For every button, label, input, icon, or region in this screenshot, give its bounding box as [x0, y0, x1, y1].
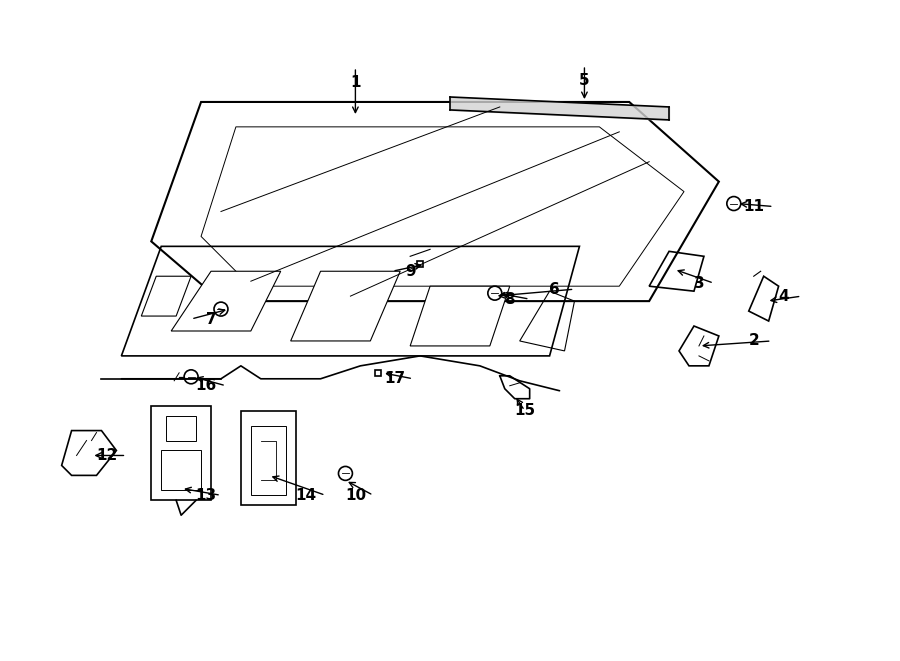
Polygon shape [291, 271, 400, 341]
Text: 12: 12 [95, 448, 117, 463]
Text: 14: 14 [295, 488, 316, 503]
Polygon shape [166, 416, 196, 440]
Text: 7: 7 [206, 311, 216, 327]
Polygon shape [410, 286, 509, 346]
Text: 5: 5 [579, 73, 590, 87]
Text: 13: 13 [195, 488, 217, 503]
Text: 4: 4 [778, 289, 789, 303]
Text: 8: 8 [504, 292, 515, 307]
Polygon shape [171, 271, 281, 331]
Text: 6: 6 [549, 282, 560, 297]
Text: 2: 2 [748, 333, 759, 348]
Text: 17: 17 [384, 371, 406, 386]
Text: 3: 3 [694, 276, 705, 291]
Polygon shape [141, 276, 191, 316]
Text: 15: 15 [514, 403, 536, 418]
Text: 10: 10 [345, 488, 366, 503]
Bar [375, 370, 382, 376]
Bar [417, 261, 423, 267]
Polygon shape [251, 426, 285, 495]
Text: 11: 11 [743, 199, 764, 214]
Polygon shape [161, 451, 201, 490]
Text: 1: 1 [350, 75, 361, 89]
Text: 16: 16 [195, 378, 217, 393]
Text: 9: 9 [405, 264, 416, 279]
